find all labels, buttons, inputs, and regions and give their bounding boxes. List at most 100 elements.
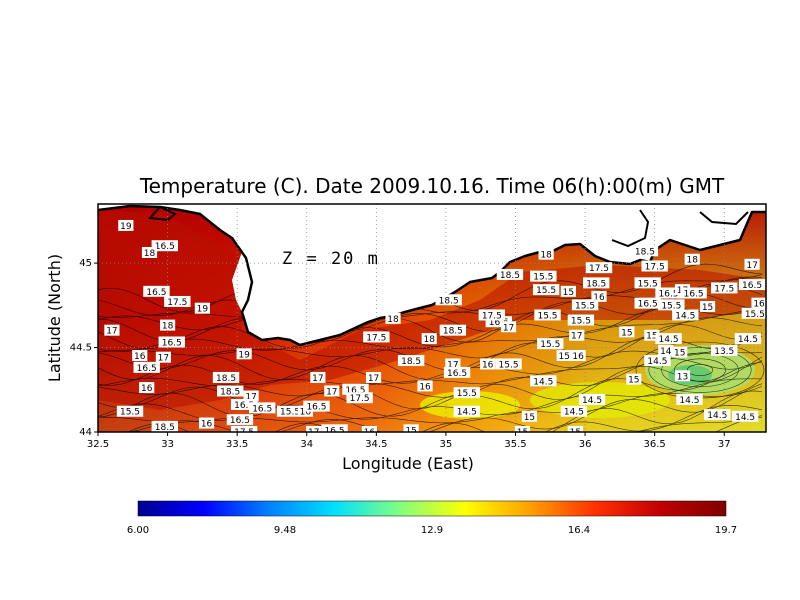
isotherm-label: 15.5 bbox=[276, 405, 304, 418]
isotherm-label: 16.5 bbox=[226, 414, 254, 426]
isotherm-label-text: 17 bbox=[326, 387, 337, 397]
isotherm-label-text: 15.5 bbox=[457, 389, 477, 399]
isotherm-label: 15.5 bbox=[634, 277, 661, 289]
isotherm-label: 17.5 bbox=[641, 260, 668, 272]
isotherm-label: 13.5 bbox=[711, 344, 738, 357]
isotherm-label-text: 14.5 bbox=[533, 377, 553, 387]
isotherm-label-background bbox=[578, 393, 606, 405]
latitude-ticks: 44 44.5 45 bbox=[70, 258, 98, 438]
isotherm-label-background bbox=[478, 309, 506, 321]
isotherm-label-text: 16.5 bbox=[325, 426, 345, 436]
isotherm-label: 16.5 bbox=[655, 287, 682, 300]
isotherm-label: 16.5 bbox=[321, 424, 348, 436]
isotherm-label-background bbox=[141, 246, 158, 258]
isotherm-label-background bbox=[674, 370, 691, 382]
isotherm-label-text: 17 bbox=[746, 261, 757, 271]
isotherm-label-background bbox=[306, 426, 322, 432]
isotherm-label-background bbox=[116, 405, 144, 417]
isotherm-label: 16 bbox=[139, 382, 155, 394]
isotherm-label-text: 16.5 bbox=[684, 290, 704, 300]
isotherm-label-text: 15.5 bbox=[575, 301, 595, 311]
isotherm-label: 16.5 bbox=[158, 336, 185, 348]
isotherm-label: 15.5 bbox=[453, 387, 480, 399]
isotherm-line bbox=[122, 405, 763, 432]
land-mass bbox=[98, 204, 766, 345]
isotherm-label-background bbox=[738, 279, 766, 291]
isotherm-label: 14.5 bbox=[655, 333, 682, 345]
isotherm-label-background bbox=[530, 270, 557, 282]
isotherm-line bbox=[98, 292, 763, 343]
isotherm-label: 16.5 bbox=[303, 400, 330, 413]
isotherm-label: 15 bbox=[644, 329, 660, 342]
x-tick-label: 33 bbox=[161, 439, 174, 450]
isotherm-label: 18.5 bbox=[397, 355, 425, 367]
isotherm-label: 15 bbox=[672, 346, 688, 359]
isotherm-label-background bbox=[626, 373, 642, 385]
isotherm-label: 15 bbox=[403, 424, 419, 432]
isotherm-line bbox=[98, 283, 763, 332]
y-tick-label: 44.5 bbox=[70, 343, 92, 354]
isotherm-label-text: 16 bbox=[134, 352, 146, 362]
isotherm-label-background bbox=[704, 409, 731, 421]
isotherm-label-background bbox=[133, 361, 160, 373]
isotherm-label-text: 17.5 bbox=[167, 298, 187, 308]
isotherm-label: 18.5 bbox=[631, 245, 659, 257]
isotherm-label: 16.5 bbox=[151, 240, 178, 252]
isotherm-label-text: 15.5 bbox=[745, 310, 765, 320]
isotherm-label-background bbox=[453, 387, 480, 399]
isotherm-label-text: 16.5 bbox=[742, 281, 762, 291]
isotherm-label-text: 15.5 bbox=[661, 301, 681, 311]
isotherm-label-background bbox=[226, 414, 254, 426]
isotherm-label-background bbox=[672, 309, 699, 321]
isotherm-label-text: 19 bbox=[197, 305, 209, 315]
coastline-detail bbox=[147, 205, 177, 222]
isotherm-label-background bbox=[443, 366, 471, 378]
isotherm-label: 15 bbox=[521, 410, 538, 423]
isotherm-label-background bbox=[711, 344, 738, 356]
isotherm-label-text: 14 bbox=[660, 347, 672, 357]
isotherm-label-background bbox=[439, 324, 467, 336]
isotherm-label-text: 16.5 bbox=[659, 290, 679, 300]
isotherm-label-text: 13 bbox=[677, 372, 688, 382]
isotherm-label-background bbox=[485, 316, 512, 328]
isotherm-label-background bbox=[158, 336, 185, 348]
isotherm-label-background bbox=[365, 371, 382, 383]
isotherm-label-background bbox=[276, 405, 304, 417]
isotherm-label-text: 18 bbox=[144, 249, 156, 259]
isotherm-label-background bbox=[496, 268, 524, 280]
isotherm-label-text: 16.5 bbox=[234, 401, 254, 411]
isotherm-label-background bbox=[672, 346, 688, 358]
isotherm-label-background bbox=[658, 299, 685, 311]
coastline bbox=[98, 204, 766, 347]
isotherm-label-text: 18 bbox=[687, 256, 699, 266]
isotherm-label-text: 16.5 bbox=[638, 300, 658, 310]
isotherm-label-text: 19 bbox=[238, 350, 250, 360]
isotherm-label: 16.5 bbox=[738, 279, 766, 291]
colorbar-tick-label: 16.4 bbox=[568, 525, 590, 536]
x-tick-label: 34.5 bbox=[365, 439, 387, 450]
isotherm-label: 16.5 bbox=[443, 366, 471, 379]
isotherm-label-background bbox=[324, 385, 340, 397]
x-tick-label: 34 bbox=[300, 439, 313, 450]
isotherm-line bbox=[98, 306, 763, 350]
isotherm-label: 17 bbox=[445, 358, 461, 370]
isotherm-label: 17.5 bbox=[363, 331, 390, 343]
isotherm-ring bbox=[661, 352, 739, 388]
isotherm-label: 19 bbox=[236, 348, 252, 360]
isotherm-label-text: 17 bbox=[368, 374, 379, 384]
isotherm-label-text: 17.5 bbox=[589, 264, 609, 274]
isotherm-label-background bbox=[435, 294, 462, 306]
isotherm-label-text: 14.5 bbox=[735, 413, 755, 423]
isotherm-label-background bbox=[734, 333, 762, 345]
isotherm-label-text: 14.5 bbox=[457, 408, 477, 418]
isotherm-label-text: 18.5 bbox=[401, 357, 421, 367]
isotherm-label: 15 bbox=[567, 426, 583, 432]
isotherm-label-background bbox=[480, 358, 496, 370]
isotherm-label-text: 14.5 bbox=[738, 335, 758, 345]
map-title: Temperature (C). Date 2009.10.16. Time 0… bbox=[139, 174, 725, 198]
isotherm-label-text: 17.5 bbox=[350, 394, 370, 404]
isotherm-label: 17 bbox=[744, 258, 760, 271]
isotherm-label-text: 14.5 bbox=[564, 408, 584, 418]
isotherm-label: 17.5 bbox=[585, 262, 613, 274]
isotherm-label: 15 bbox=[619, 326, 635, 338]
